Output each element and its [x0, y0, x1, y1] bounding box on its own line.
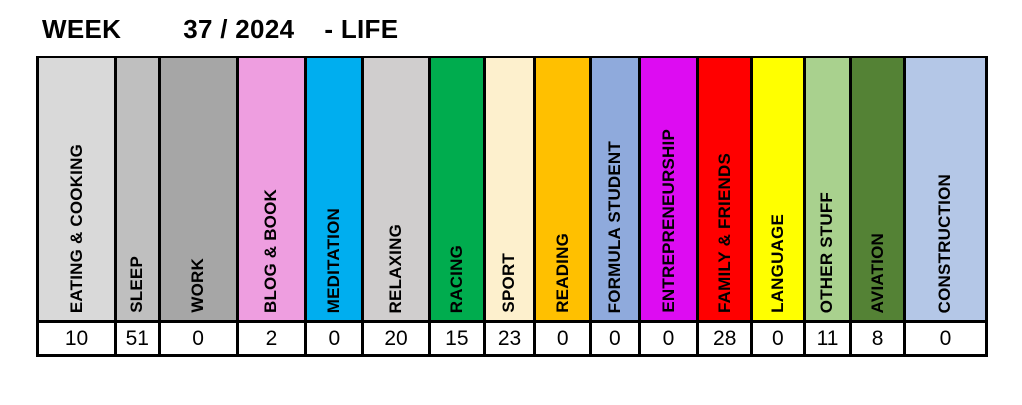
category-value: 23 — [497, 326, 522, 350]
category-column: EATING & COOKING 10 — [39, 58, 114, 354]
category-label-cell[interactable]: FORMULA STUDENT — [592, 58, 638, 320]
category-column: FORMULA STUDENT 0 — [592, 58, 638, 354]
category-column: CONSTRUCTION 0 — [905, 58, 985, 354]
category-value: 0 — [328, 326, 341, 350]
category-label-cell[interactable]: RELAXING — [364, 58, 428, 320]
category-value: 2 — [265, 326, 278, 350]
category-label: RELAXING — [386, 223, 406, 313]
category-value: 0 — [939, 326, 952, 350]
category-label: READING — [552, 233, 572, 313]
category-value: 51 — [125, 326, 149, 350]
category-label-cell[interactable]: READING — [536, 58, 590, 320]
category-label: EATING & COOKING — [66, 143, 86, 313]
category-column: RELAXING 20 — [364, 58, 428, 354]
category-label: SLEEP — [127, 256, 147, 313]
category-label: OTHER STUFF — [817, 191, 837, 313]
category-value-cell[interactable]: 0 — [536, 323, 590, 354]
category-label: FAMILY & FRIENDS — [714, 152, 734, 313]
category-value: 0 — [772, 326, 784, 350]
category-label-cell[interactable]: SPORT — [485, 58, 534, 320]
title-week-label: WEEK — [42, 14, 122, 44]
category-value: 0 — [608, 326, 621, 350]
category-value-cell[interactable]: 11 — [805, 323, 850, 354]
category-value-cell[interactable]: 23 — [485, 323, 534, 354]
category-value-cell[interactable]: 0 — [160, 323, 236, 354]
category-value-cell[interactable]: 0 — [753, 323, 803, 354]
category-column: OTHER STUFF 11 — [805, 58, 850, 354]
category-label: RACING — [446, 244, 466, 313]
category-label: SPORT — [499, 253, 519, 313]
category-label-cell[interactable]: OTHER STUFF — [805, 58, 850, 320]
category-column: SLEEP 51 — [117, 58, 158, 354]
category-value-cell[interactable]: 28 — [699, 323, 751, 354]
category-column: AVIATION 8 — [852, 58, 903, 354]
category-value: 0 — [556, 326, 569, 350]
category-label-cell[interactable]: LANGUAGE — [753, 58, 803, 320]
category-label-cell[interactable]: AVIATION — [852, 58, 903, 320]
category-value: 10 — [64, 326, 89, 350]
title-suffix: - LIFE — [324, 14, 399, 44]
category-label-cell[interactable]: WORK — [160, 58, 236, 320]
title-week-value: 37 / 2024 — [183, 14, 295, 44]
category-column: RACING 15 — [430, 58, 483, 354]
category-value: 15 — [445, 326, 469, 350]
category-value-cell[interactable]: 8 — [852, 323, 903, 354]
category-label: BLOG & BOOK — [261, 188, 281, 313]
category-value-cell[interactable]: 15 — [430, 323, 483, 354]
page-title: WEEK 37 / 2024 - LIFE — [42, 14, 398, 45]
category-column: BLOG & BOOK 2 — [238, 58, 305, 354]
category-value-cell[interactable]: 10 — [39, 323, 114, 354]
category-label-cell[interactable]: MEDITATION — [307, 58, 362, 320]
category-label: CONSTRUCTION — [935, 173, 955, 313]
category-value-cell[interactable]: 0 — [592, 323, 638, 354]
category-column: WORK 0 — [160, 58, 236, 354]
category-label: WORK — [188, 258, 208, 313]
life-category-table: EATING & COOKING 10 SLEEP 51 WORK — [36, 56, 988, 357]
category-column: LANGUAGE 0 — [753, 58, 803, 354]
category-label: ENTREPRENEURSHIP — [658, 129, 678, 313]
category-label: LANGUAGE — [767, 214, 787, 313]
category-label-cell[interactable]: RACING — [430, 58, 483, 320]
category-label-cell[interactable]: BLOG & BOOK — [238, 58, 305, 320]
category-label: FORMULA STUDENT — [604, 140, 624, 313]
category-label-cell[interactable]: FAMILY & FRIENDS — [699, 58, 751, 320]
category-value-cell[interactable]: 0 — [905, 323, 985, 354]
category-value: 20 — [384, 326, 408, 350]
category-column: MEDITATION 0 — [307, 58, 362, 354]
category-column: READING 0 — [536, 58, 590, 354]
category-value: 11 — [816, 326, 839, 350]
category-value-cell[interactable]: 2 — [238, 323, 305, 354]
category-value-cell[interactable]: 0 — [307, 323, 362, 354]
category-label-cell[interactable]: SLEEP — [117, 58, 158, 320]
category-label: MEDITATION — [324, 207, 344, 313]
category-column: ENTREPRENEURSHIP 0 — [640, 58, 697, 354]
category-value: 0 — [662, 326, 675, 350]
category-value-cell[interactable]: 51 — [117, 323, 158, 354]
category-column: SPORT 23 — [485, 58, 534, 354]
category-value-cell[interactable]: 20 — [364, 323, 428, 354]
category-value: 28 — [713, 326, 737, 350]
category-label-cell[interactable]: EATING & COOKING — [39, 58, 114, 320]
category-value: 8 — [871, 326, 884, 350]
category-label-cell[interactable]: CONSTRUCTION — [905, 58, 985, 320]
category-value: 0 — [192, 326, 204, 350]
category-column: FAMILY & FRIENDS 28 — [699, 58, 751, 354]
category-label: AVIATION — [867, 232, 887, 313]
category-value-cell[interactable]: 0 — [640, 323, 697, 354]
category-label-cell[interactable]: ENTREPRENEURSHIP — [640, 58, 697, 320]
